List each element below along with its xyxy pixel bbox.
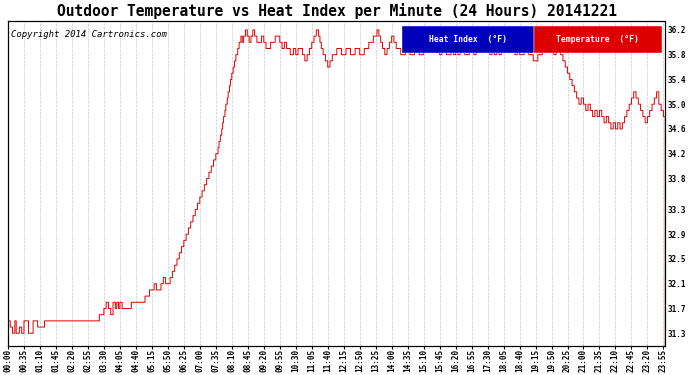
Text: Temperature  (°F): Temperature (°F): [556, 35, 640, 44]
FancyBboxPatch shape: [402, 26, 534, 53]
FancyBboxPatch shape: [534, 26, 662, 53]
Text: Heat Index  (°F): Heat Index (°F): [429, 35, 507, 44]
Title: Outdoor Temperature vs Heat Index per Minute (24 Hours) 20141221: Outdoor Temperature vs Heat Index per Mi…: [57, 3, 617, 20]
Text: Copyright 2014 Cartronics.com: Copyright 2014 Cartronics.com: [11, 30, 167, 39]
